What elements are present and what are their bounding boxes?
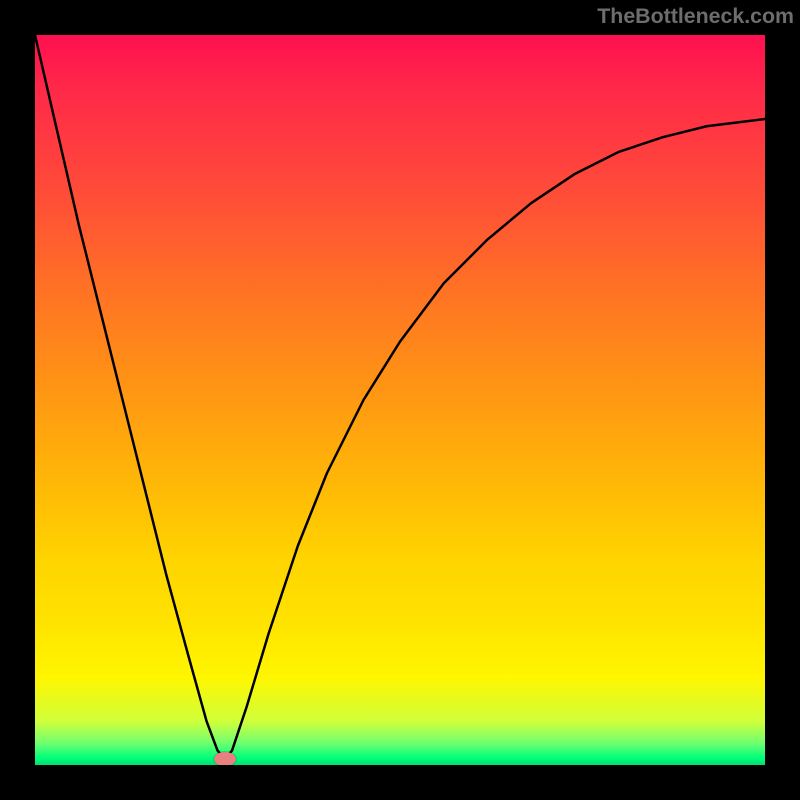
curve-path	[35, 35, 765, 759]
chart-outer-frame: TheBottleneck.com	[0, 0, 800, 800]
plot-area	[35, 35, 765, 765]
curve-svg	[35, 35, 765, 765]
minimum-marker	[214, 752, 236, 765]
watermark-text: TheBottleneck.com	[597, 4, 794, 29]
